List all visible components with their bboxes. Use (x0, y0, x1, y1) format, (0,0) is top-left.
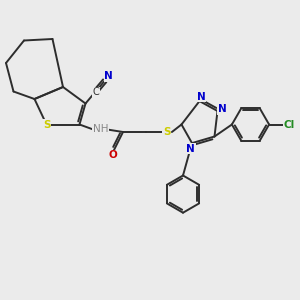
Text: N: N (218, 104, 226, 115)
Text: C: C (93, 87, 100, 98)
Text: S: S (163, 127, 170, 137)
Text: N: N (104, 71, 113, 82)
Text: N: N (186, 143, 195, 154)
Text: S: S (43, 119, 50, 130)
Text: N: N (196, 92, 206, 102)
Text: Cl: Cl (284, 119, 295, 130)
Text: O: O (108, 150, 117, 161)
Text: NH: NH (93, 124, 108, 134)
